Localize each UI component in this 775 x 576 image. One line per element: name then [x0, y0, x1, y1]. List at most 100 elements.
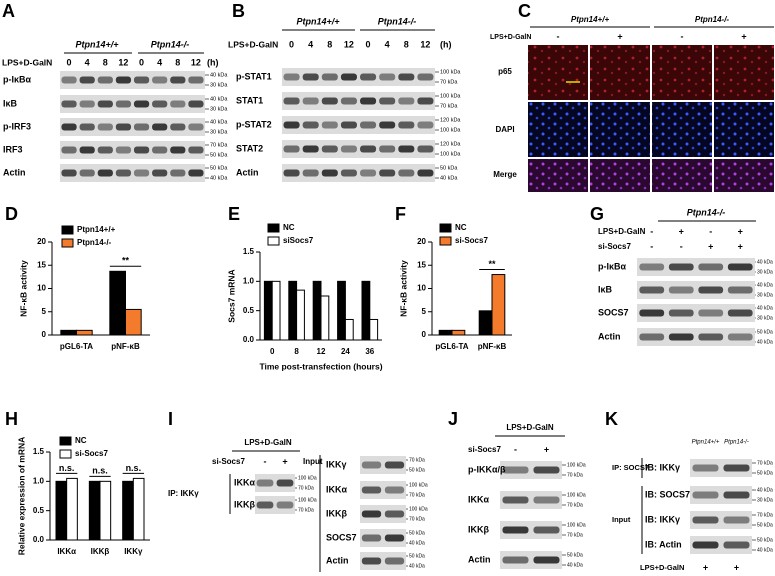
label: - — [557, 31, 560, 41]
band — [152, 146, 168, 154]
blot-strip — [500, 461, 562, 479]
band — [384, 486, 405, 494]
band — [152, 169, 168, 177]
label: 12 — [420, 39, 430, 49]
bar — [337, 280, 346, 341]
panel-letter: I — [168, 409, 173, 429]
band — [152, 100, 168, 108]
band — [340, 145, 357, 153]
size-marker: 100 kDa — [298, 497, 317, 503]
label: - — [514, 444, 517, 454]
band — [283, 73, 300, 81]
size-marker: 70 kDa — [757, 460, 773, 466]
size-marker: 40 kDa — [210, 96, 228, 102]
label: + — [617, 31, 622, 41]
band — [668, 333, 694, 341]
band — [115, 100, 132, 108]
bar — [491, 274, 506, 336]
size-marker: 70 kDa — [409, 516, 425, 522]
label: + — [738, 226, 743, 236]
legend-label: NC — [283, 223, 295, 232]
blot-strip — [360, 505, 406, 523]
label: 0 — [289, 39, 294, 49]
band — [360, 169, 377, 177]
size-marker: 100 kDa — [440, 127, 461, 133]
label: (h) — [440, 39, 452, 49]
legend-label: Ptpn14+/+ — [77, 225, 116, 234]
band — [668, 309, 694, 317]
band — [379, 169, 396, 177]
y-tick-label: 15 — [417, 260, 426, 269]
row-label: IKKβ — [326, 508, 347, 518]
band — [723, 541, 750, 549]
row-label: p-IκBα — [3, 74, 32, 84]
y-axis-label: NF-κB activity — [18, 260, 28, 317]
band — [533, 466, 560, 474]
band — [79, 76, 95, 84]
label: 4 — [308, 39, 313, 49]
band — [79, 100, 95, 108]
y-tick-label: 0.5 — [243, 306, 255, 315]
band — [61, 146, 77, 154]
bar — [320, 295, 330, 341]
blot-strip — [255, 496, 295, 514]
blot-strip — [282, 92, 435, 110]
y-tick-label: 0.5 — [33, 506, 45, 515]
label: Ptpn14+/+ — [571, 15, 610, 24]
label: Input — [303, 457, 323, 466]
blot-strip — [60, 71, 205, 89]
row-label: IκB — [3, 98, 18, 108]
size-marker: 70 kDa — [210, 142, 228, 148]
y-axis-label: Relative expression of mRNA — [16, 437, 26, 556]
band — [152, 123, 168, 131]
size-marker: 50 kDa — [757, 537, 773, 543]
significance: n.s. — [59, 463, 75, 473]
bar — [438, 329, 453, 336]
band — [61, 100, 77, 108]
y-tick-label: 1.5 — [243, 247, 255, 256]
x-tick-label: IKKβ — [91, 547, 110, 556]
y-tick-label: 5 — [42, 307, 47, 316]
blot-strip — [360, 481, 406, 499]
band — [276, 501, 294, 509]
blot-strip — [500, 521, 562, 539]
label: LPS+D-GalN — [2, 57, 52, 67]
legend-swatch — [439, 223, 452, 233]
bar — [369, 318, 379, 341]
label: 4 — [85, 57, 90, 67]
size-marker: 50 kDa — [757, 329, 773, 335]
label: Input — [612, 515, 631, 524]
blot-strip — [282, 140, 435, 158]
label: si-Socs7 — [468, 445, 501, 454]
x-tick-label: pNF-κB — [111, 342, 140, 351]
band — [639, 263, 665, 271]
size-marker: 30 kDa — [210, 82, 228, 88]
row-label: p-IRF3 — [3, 121, 31, 131]
legend-swatch — [61, 225, 74, 235]
band — [170, 76, 186, 84]
blot-strip — [282, 68, 435, 86]
bar — [296, 289, 305, 341]
legend-label: siSocs7 — [283, 236, 314, 245]
blot-strip — [690, 486, 752, 504]
band — [302, 97, 319, 105]
band — [340, 169, 357, 177]
blot-strip — [60, 141, 205, 159]
size-marker: 50 kDa — [567, 552, 583, 558]
label: Ptpn14+/+ — [296, 16, 340, 26]
blot-strip — [360, 552, 406, 570]
label: LPS+D-GalN — [640, 563, 684, 572]
label: 8 — [327, 39, 332, 49]
blot-strip — [637, 328, 755, 346]
size-marker: 40 kDa — [409, 540, 425, 546]
band — [417, 121, 434, 129]
bar — [132, 477, 145, 541]
x-tick-label: IKKγ — [124, 547, 143, 556]
label: + — [734, 562, 739, 572]
band — [639, 286, 665, 294]
label: 4 — [385, 39, 390, 49]
label: si-Socs7 — [212, 457, 245, 466]
y-tick-label: 0.0 — [33, 535, 45, 544]
x-tick-label: 8 — [294, 347, 299, 356]
